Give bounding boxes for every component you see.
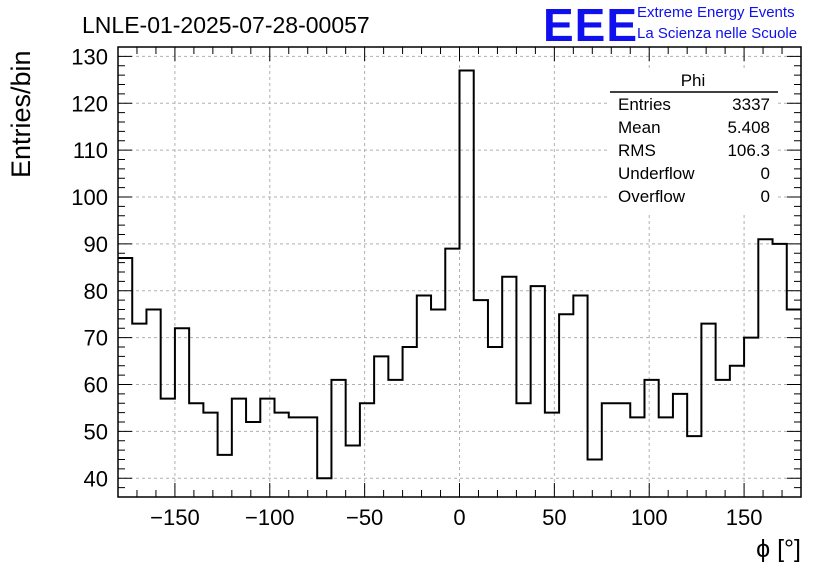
x-tick-labels: −150 −100 −50 0 50 100 150 bbox=[150, 505, 762, 530]
stats-label: Overflow bbox=[618, 187, 686, 206]
y-tick-label: 90 bbox=[84, 232, 108, 257]
y-tick-label: 120 bbox=[71, 91, 108, 116]
y-tick-labels: 40 50 60 70 80 90 100 110 120 130 bbox=[71, 44, 108, 491]
y-tick-label: 50 bbox=[84, 419, 108, 444]
logo-mark: EEE bbox=[543, 0, 638, 51]
x-tick-label: 0 bbox=[453, 505, 465, 530]
stats-label: Entries bbox=[618, 95, 671, 114]
axis-ticks bbox=[117, 46, 802, 497]
y-axis-label: Entries/bin bbox=[6, 50, 36, 178]
stats-box: Phi Entries 3337 Mean 5.408 RMS 106.3 Underflo… bbox=[608, 70, 778, 212]
stats-label: Mean bbox=[618, 118, 661, 137]
stats-value: 106.3 bbox=[727, 141, 770, 160]
x-tick-label: −150 bbox=[150, 505, 200, 530]
logo-line-1: Extreme Energy Events bbox=[637, 4, 795, 21]
x-tick-label: 150 bbox=[726, 505, 763, 530]
chart-title: LNLE-01-2025-07-28-00057 bbox=[82, 12, 370, 38]
y-tick-label: 70 bbox=[84, 326, 108, 351]
stats-label: Underflow bbox=[618, 164, 695, 183]
stats-value: 0 bbox=[761, 187, 770, 206]
logo-line-2: La Scienza nelle Scuole bbox=[637, 25, 797, 42]
y-tick-label: 110 bbox=[73, 138, 108, 163]
y-tick-label: 100 bbox=[71, 185, 108, 210]
x-tick-label: −50 bbox=[346, 505, 383, 530]
stats-value: 5.408 bbox=[727, 118, 770, 137]
histogram-outline bbox=[118, 69, 801, 480]
x-tick-label: 50 bbox=[542, 505, 566, 530]
x-axis-label: ϕ [°] bbox=[756, 535, 801, 563]
y-tick-label: 130 bbox=[71, 44, 108, 69]
stats-label: RMS bbox=[618, 141, 656, 160]
x-tick-label: 100 bbox=[631, 505, 668, 530]
eee-logo: EEE Extreme Energy Events La Scienza nel… bbox=[543, 0, 797, 51]
x-tick-label: −100 bbox=[245, 505, 295, 530]
stats-value: 0 bbox=[761, 164, 770, 183]
y-tick-label: 60 bbox=[84, 373, 108, 398]
y-tick-label: 40 bbox=[84, 466, 108, 491]
stats-value: 3337 bbox=[732, 95, 770, 114]
y-tick-label: 80 bbox=[84, 279, 108, 304]
stats-title: Phi bbox=[681, 71, 706, 90]
